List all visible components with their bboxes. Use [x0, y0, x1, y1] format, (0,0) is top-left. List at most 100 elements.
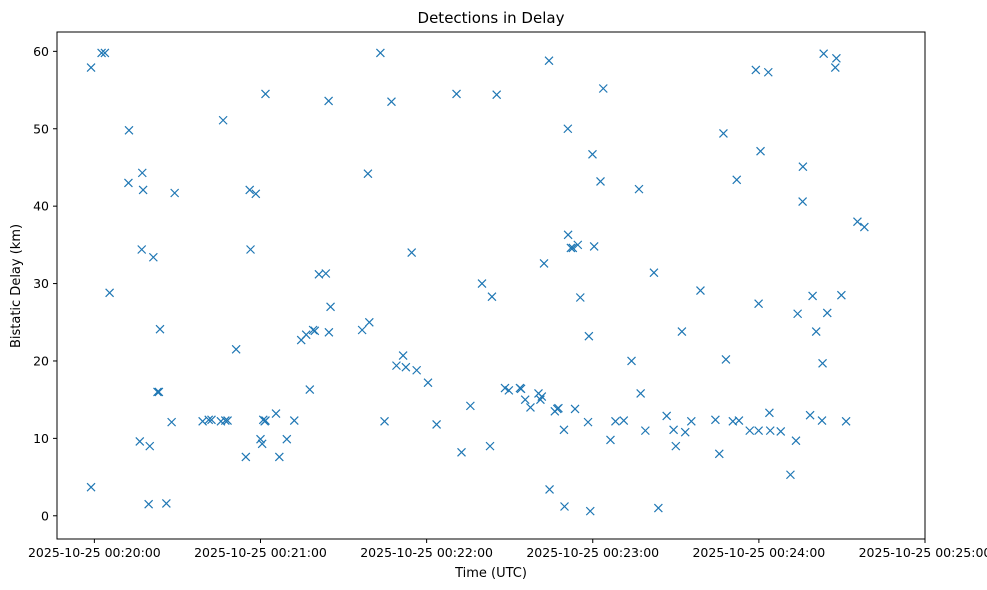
data-point: [589, 241, 599, 251]
data-point: [560, 502, 569, 511]
x-tick-label: 2025-10-25 00:23:00: [526, 545, 659, 560]
data-point: [326, 302, 335, 312]
data-point: [559, 425, 569, 435]
data-point: [611, 416, 620, 426]
data-point: [137, 168, 147, 178]
data-point: [627, 356, 636, 366]
data-point: [818, 358, 827, 368]
data-point: [745, 426, 755, 436]
data-point: [308, 325, 318, 335]
data-point: [764, 408, 774, 418]
data-point: [520, 395, 530, 405]
data-point: [261, 89, 270, 99]
data-point: [853, 217, 862, 227]
data-point: [545, 485, 554, 494]
x-tick-label: 2025-10-25 00:25:00: [859, 545, 987, 560]
x-tick-label: 2025-10-25 00:24:00: [692, 545, 825, 560]
data-point: [432, 420, 442, 429]
data-point: [246, 245, 255, 254]
data-point: [487, 292, 497, 302]
y-tick-label: 40: [33, 199, 49, 214]
data-point: [271, 409, 281, 419]
data-point: [387, 97, 396, 107]
y-tick-label: 0: [41, 508, 49, 523]
data-point: [100, 48, 110, 58]
y-axis-label: Bistatic Delay (km): [9, 224, 24, 348]
data-point: [566, 243, 576, 253]
data-point: [363, 169, 373, 179]
data-point: [257, 439, 267, 449]
data-point: [204, 415, 214, 425]
data-point: [289, 416, 299, 425]
data-point: [721, 354, 731, 364]
data-point: [822, 308, 832, 318]
data-point: [380, 416, 389, 426]
data-point: [241, 452, 251, 462]
y-tick-label: 10: [33, 431, 49, 446]
data-point: [124, 178, 133, 188]
data-point: [573, 240, 583, 250]
data-point: [584, 331, 594, 341]
data-point: [606, 435, 615, 445]
data-point: [634, 184, 644, 194]
y-axis: 0 10 20 30 40 50 60: [33, 44, 57, 523]
data-point: [256, 434, 265, 444]
data-point: [649, 268, 659, 278]
data-point: [392, 361, 401, 371]
data-point: [811, 327, 821, 336]
data-point: [696, 286, 705, 295]
data-point: [535, 395, 545, 405]
data-point: [671, 441, 681, 451]
data-point: [86, 482, 96, 492]
y-tick-label: 60: [33, 44, 49, 59]
data-point: [412, 365, 422, 375]
data-point: [588, 149, 597, 159]
data-point: [793, 309, 803, 319]
data-point: [817, 416, 827, 425]
data-point: [324, 327, 334, 337]
data-point: [153, 387, 162, 397]
data-point: [485, 441, 495, 451]
data-point: [677, 327, 687, 336]
data-point: [457, 447, 466, 457]
data-point: [145, 441, 155, 451]
data-point: [375, 48, 385, 58]
data-point: [686, 416, 696, 426]
data-point: [669, 425, 679, 435]
data-point: [310, 326, 320, 336]
x-axis: 2025-10-25 00:20:00 2025-10-25 00:21:00 20…: [28, 539, 987, 560]
data-point: [636, 389, 646, 398]
data-point: [805, 410, 815, 420]
data-point: [859, 222, 869, 232]
data-point: [680, 427, 690, 437]
data-point: [819, 49, 829, 59]
data-point: [756, 146, 765, 156]
data-point: [539, 259, 549, 268]
data-point: [423, 378, 433, 388]
data-point: [148, 252, 158, 262]
data-point: [401, 362, 411, 372]
data-point: [251, 189, 261, 199]
data-point: [321, 269, 331, 278]
data-point: [231, 344, 241, 354]
data-point: [137, 245, 147, 254]
data-point: [207, 415, 216, 425]
data-point: [570, 404, 580, 414]
data-point: [765, 426, 775, 436]
data-point: [135, 437, 145, 446]
chart-title: Detections in Delay: [418, 9, 565, 27]
data-point: [245, 185, 255, 195]
data-point: [516, 384, 526, 394]
data-point: [296, 335, 306, 345]
data-point: [808, 291, 818, 301]
data-point: [324, 96, 334, 106]
data-point: [575, 293, 585, 302]
data-point: [161, 498, 171, 508]
plot-area: [56, 31, 926, 540]
data-point: [144, 499, 154, 509]
data-point: [831, 53, 841, 63]
x-axis-label: Time (UTC): [454, 566, 527, 581]
data-point: [86, 63, 96, 73]
data-point: [754, 299, 764, 309]
data-point: [167, 417, 177, 427]
